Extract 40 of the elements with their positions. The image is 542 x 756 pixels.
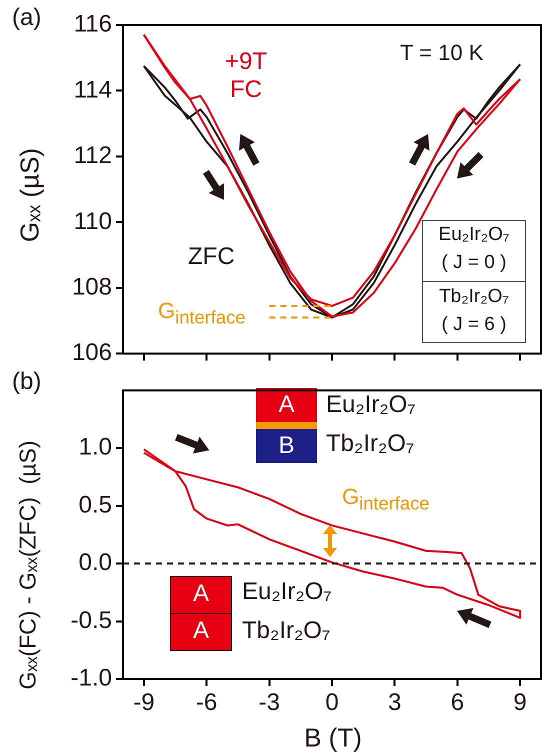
annotation: G$_{interface}$ xyxy=(342,484,430,514)
y-tick-label: 1.0 xyxy=(78,434,112,461)
text: (b) xyxy=(12,368,42,396)
y-tick-label: 114 xyxy=(74,76,112,104)
y-tick-label: 110 xyxy=(74,208,112,235)
x-tick-label: 9 xyxy=(513,689,527,716)
x-tick-label: -6 xyxy=(196,689,218,716)
x-axis-title: B (T) xyxy=(304,722,362,754)
annotation: ( J = 6 ) xyxy=(440,314,508,336)
annotation: T = 10 K xyxy=(400,40,484,66)
x-tick-label: 3 xyxy=(388,689,402,716)
y-tick-label: 0.0 xyxy=(78,549,112,576)
y-tick-label: 106 xyxy=(72,339,112,366)
annotation: Eu₂Ir₂O₇ xyxy=(326,391,416,419)
annotation: A xyxy=(192,617,210,645)
y-tick-label: 108 xyxy=(72,274,112,301)
y-tick-label: 0.5 xyxy=(78,491,112,518)
annotation: A xyxy=(192,580,210,608)
x-tick-label: 0 xyxy=(325,689,339,716)
annotation: Eu₂Ir₂O₇ xyxy=(438,224,510,246)
annotation: A xyxy=(256,391,317,419)
y-tick-label: -0.5 xyxy=(70,606,112,634)
annotation: Tb₂Ir₂O₇ xyxy=(242,617,330,645)
annotation: ( J = 0 ) xyxy=(440,252,508,274)
y-axis-title: Gₓₓ (µS) xyxy=(14,148,46,242)
series-label: ZFC xyxy=(188,243,235,271)
annotation: Tb₂Ir₂O₇ xyxy=(438,286,510,308)
y-axis-title: Gₓₓ(FC) - Gₓₓ(ZFC) (µS) xyxy=(14,440,42,690)
series-label: +9T FC xyxy=(224,48,268,104)
y-tick-label: 116 xyxy=(74,10,112,38)
x-tick-label: -3 xyxy=(258,689,280,716)
y-tick-label: 112 xyxy=(74,142,112,170)
x-tick-label: -9 xyxy=(133,689,155,716)
y-tick-label: -1.0 xyxy=(70,664,112,692)
annotation: Eu₂Ir₂O₇ xyxy=(242,578,332,606)
annotation: G$_{interface}$ xyxy=(158,298,246,328)
x-tick-label: 6 xyxy=(450,689,464,716)
annotation: B xyxy=(256,432,317,460)
text: (a) xyxy=(12,4,42,32)
annotation: Tb₂Ir₂O₇ xyxy=(326,430,414,458)
